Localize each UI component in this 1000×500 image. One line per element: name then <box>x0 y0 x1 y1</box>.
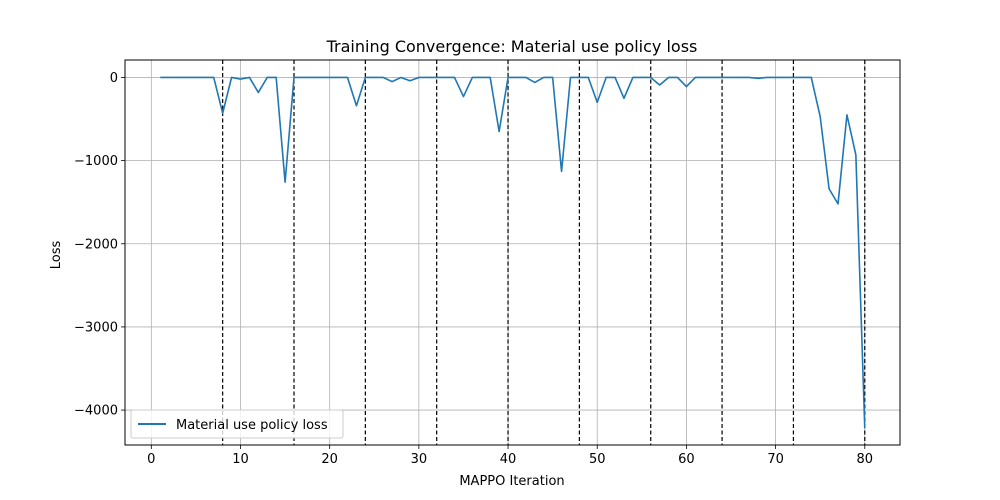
x-axis-label: MAPPO Iteration <box>459 474 564 489</box>
legend: Material use policy loss <box>130 409 344 439</box>
y-axis-ticks: 0 −1000 −2000 −3000 −4000 <box>74 71 125 419</box>
x-axis-ticks: 0 10 20 30 40 50 60 70 80 <box>147 445 873 467</box>
y-tick-label: −1000 <box>74 154 118 169</box>
legend-box <box>130 409 344 439</box>
x-tick-label: 10 <box>232 452 249 467</box>
x-tick-label: 60 <box>678 452 695 467</box>
y-tick-label: −2000 <box>74 237 118 252</box>
x-tick-label: 80 <box>856 452 873 467</box>
y-tick-label: −3000 <box>74 320 118 335</box>
legend-label: Material use policy loss <box>176 418 328 433</box>
x-tick-label: 0 <box>147 452 155 467</box>
y-axis-label: Loss <box>49 241 64 270</box>
y-tick-label: 0 <box>110 71 118 86</box>
x-tick-label: 20 <box>321 452 338 467</box>
x-tick-label: 30 <box>411 452 428 467</box>
x-tick-label: 40 <box>500 452 517 467</box>
axes-frame <box>124 59 901 446</box>
x-tick-label: 50 <box>589 452 606 467</box>
series-layer <box>160 76 866 429</box>
series-line <box>160 76 866 429</box>
chart-title: Training Convergence: Material use polic… <box>326 37 698 56</box>
iteration-boundary-lines <box>222 60 866 445</box>
plot-area <box>125 60 900 445</box>
x-tick-label: 70 <box>767 452 784 467</box>
y-tick-label: −4000 <box>74 404 118 419</box>
